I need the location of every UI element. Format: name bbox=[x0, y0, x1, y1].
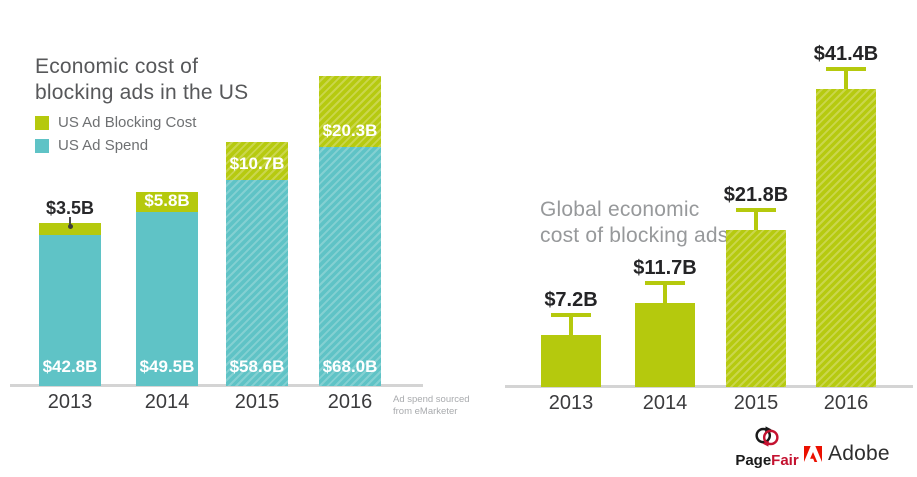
us-bar-2015-blocking-cost-segment: $10.7B bbox=[226, 142, 288, 180]
us-chart-title-line2: blocking ads in the US bbox=[35, 81, 249, 104]
legend-swatch-teal bbox=[35, 138, 49, 153]
global-chart-title-line2: cost of blocking ads bbox=[540, 224, 729, 247]
us-chart-title: Economic cost of blocking ads in the US bbox=[35, 54, 248, 106]
legend-item-ad-spend: US Ad Spend bbox=[35, 134, 196, 157]
global-chart-axis-line bbox=[505, 385, 913, 388]
us-bar-2016-blocking-cost-segment: $20.3B bbox=[319, 76, 381, 147]
us-bar-2016-ad-spend-segment: $68.0B bbox=[319, 147, 381, 386]
us-bar-2015-ad-spend-segment: $58.6B bbox=[226, 180, 288, 386]
global-bar-2014-error-stem bbox=[663, 285, 667, 303]
us-axis-label-2016: 2016 bbox=[327, 391, 373, 413]
adobe-wordmark: Adobe bbox=[828, 442, 890, 465]
pagefair-wordmark: PageFair bbox=[733, 452, 801, 469]
global-axis-label-2013: 2013 bbox=[548, 392, 594, 414]
us-bar-2014-ad-spend-segment: $49.5B bbox=[136, 212, 198, 386]
us-bar-2014-ad-spend-value: $49.5B bbox=[139, 357, 195, 376]
us-axis-label-2014: 2014 bbox=[144, 391, 190, 413]
global-bar-2015 bbox=[726, 230, 786, 387]
us-bar-2016-ad-spend-value: $68.0B bbox=[322, 357, 378, 376]
global-bar-2014 bbox=[635, 303, 695, 387]
us-bar-2014-blocking-cost-segment: $5.8B bbox=[136, 191, 198, 212]
global-bar-2014-value: $11.7B bbox=[633, 257, 697, 279]
legend-label-ad-blocking-cost: US Ad Blocking Cost bbox=[58, 114, 197, 131]
pagefair-icon bbox=[755, 426, 779, 447]
us-axis-label-2013: 2013 bbox=[47, 391, 93, 413]
us-axis-label-2015: 2015 bbox=[234, 391, 280, 413]
us-bar-2013-ad-spend-value: $42.8B bbox=[42, 357, 98, 376]
global-bar-2016-value: $41.4B bbox=[813, 43, 879, 65]
us-chart-title-line1: Economic cost of bbox=[35, 55, 199, 78]
global-bar-2016 bbox=[816, 89, 876, 387]
global-chart-title-line1: Global economic bbox=[540, 198, 700, 221]
legend-item-ad-blocking-cost: US Ad Blocking Cost bbox=[35, 111, 196, 134]
us-chart-legend: US Ad Blocking Cost US Ad Spend bbox=[35, 111, 196, 157]
legend-swatch-lime bbox=[35, 115, 49, 130]
us-bar-2016-blocking-cost-value: $20.3B bbox=[322, 121, 378, 140]
note-line1: Ad spend sourced bbox=[393, 394, 470, 405]
global-bar-2013-error-stem bbox=[569, 317, 573, 335]
global-bar-2013 bbox=[541, 335, 601, 387]
global-chart-title: Global economic cost of blocking ads bbox=[540, 197, 728, 249]
note-line2: from eMarketer bbox=[393, 406, 458, 417]
blocking-cost-leader-dot bbox=[67, 224, 73, 229]
pagefair-logo: PageFair bbox=[733, 425, 801, 468]
us-bar-2013-blocking-cost-value: $3.5B bbox=[45, 198, 95, 218]
us-bar-2014-blocking-cost-value: $5.8B bbox=[144, 191, 190, 210]
global-bar-2015-error-stem bbox=[754, 212, 758, 230]
legend-label-ad-spend: US Ad Spend bbox=[58, 137, 149, 154]
us-bar-2013-blocking-cost-segment bbox=[39, 223, 101, 235]
global-bar-2014-error-cap bbox=[645, 281, 685, 285]
pagefair-word-page: Page bbox=[735, 452, 772, 469]
us-bar-2015-blocking-cost-value: $10.7B bbox=[229, 154, 285, 173]
global-bar-2013-value: $7.2B bbox=[544, 289, 598, 311]
us-bar-2013-ad-spend-segment: $42.8B bbox=[39, 235, 101, 386]
global-bar-2016-error-cap bbox=[826, 67, 866, 71]
global-bar-2015-error-cap bbox=[736, 208, 776, 212]
global-axis-label-2015: 2015 bbox=[733, 392, 779, 414]
pagefair-word-fair: Fair bbox=[771, 452, 799, 469]
global-bar-2013-error-cap bbox=[551, 313, 591, 317]
global-axis-label-2016: 2016 bbox=[823, 392, 869, 414]
blocking-cost-leader-line bbox=[69, 217, 71, 226]
adobe-icon bbox=[804, 446, 822, 462]
global-bar-2015-value: $21.8B bbox=[723, 184, 789, 206]
us-chart-axis-line bbox=[10, 384, 423, 387]
global-bar-2016-error-stem bbox=[844, 71, 848, 89]
global-axis-label-2014: 2014 bbox=[642, 392, 688, 414]
ad-spend-source-note: Ad spend sourced from eMarketer bbox=[393, 394, 470, 418]
us-bar-2015-ad-spend-value: $58.6B bbox=[229, 357, 285, 376]
adobe-logo: Adobe bbox=[804, 442, 890, 466]
